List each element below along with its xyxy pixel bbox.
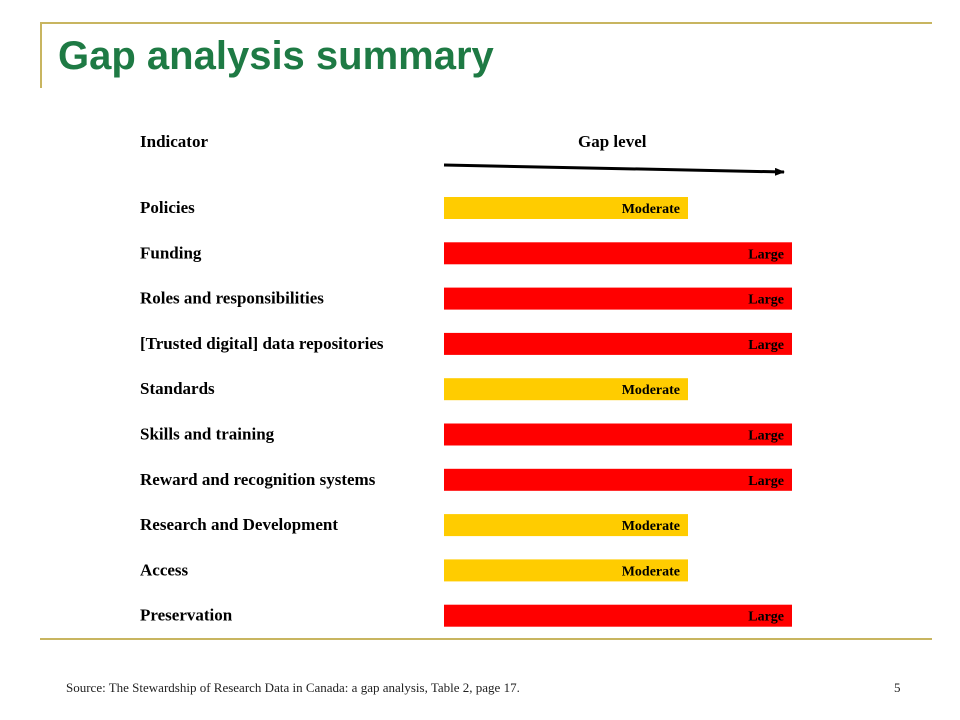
gap-bar-label-roles-and-responsibilities: Large [748,293,784,308]
slide-title: Gap analysis summary [58,34,494,78]
indicator-label-skills-and-training: Skills and training [140,425,275,444]
gap-bar-label-standards: Moderate [622,383,680,398]
source-citation: Source: The Stewardship of Research Data… [66,680,520,695]
slide-top-rule [40,22,932,24]
gap-bar-trusted-digital-data-repositories [444,332,792,355]
gap-bar-label-access: Moderate [622,564,680,579]
gap-bar-label-skills-and-training: Large [748,429,784,444]
gap-bar-label-policies: Moderate [622,202,680,217]
gap-bar-standards [444,378,688,401]
gap-bar-roles-and-responsibilities [444,287,792,310]
gap-bar-reward-and-recognition-systems [444,468,792,491]
indicator-label-research-and-development: Research and Development [140,515,338,534]
gap-bar-label-reward-and-recognition-systems: Large [748,474,784,489]
gap-level-header: Gap level [578,132,647,151]
indicator-label-preservation: Preservation [140,606,233,625]
gap-bar-funding [444,242,792,265]
gap-bar-label-preservation: Large [748,610,784,625]
gap-bar-preservation [444,604,792,627]
gap-bar-label-trusted-digital-data-repositories: Large [748,338,784,353]
indicator-label-roles-and-responsibilities: Roles and responsibilities [140,289,324,308]
slide-left-rule [40,22,42,88]
gap-bar-access [444,559,688,582]
indicator-label-policies: Policies [140,198,195,217]
gap-bar-policies [444,197,688,219]
gap-bar-research-and-development [444,514,688,537]
gap-bar-skills-and-training [444,423,792,446]
indicator-label-funding: Funding [140,243,202,262]
slide-bottom-rule [40,638,932,640]
indicator-label-reward-and-recognition-systems: Reward and recognition systems [140,470,376,489]
indicator-label-standards: Standards [140,379,215,398]
gap-direction-arrow [443,163,785,176]
gap-bar-label-research-and-development: Moderate [622,519,680,534]
indicator-rows: Policies Moderate Funding Large Roles and re… [140,197,792,627]
indicator-label-trusted-digital-data-repositories: [Trusted digital] data repositories [140,334,384,353]
indicator-label-access: Access [140,560,189,579]
indicator-header: Indicator [140,132,208,151]
page-number: 5 [894,680,901,695]
gap-bar-label-funding: Large [748,247,784,262]
